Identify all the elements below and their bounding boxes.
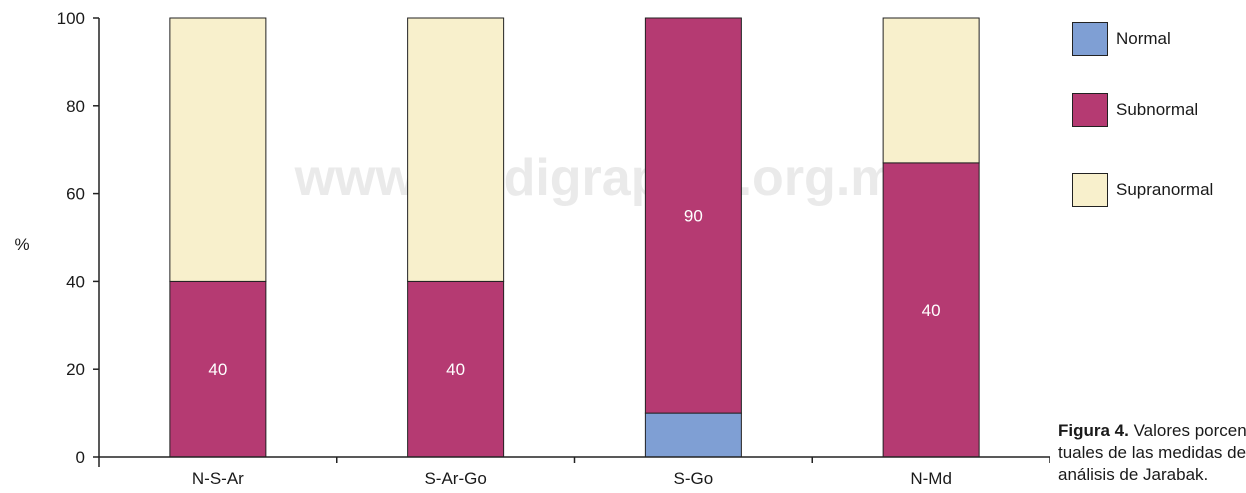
legend-swatch-subnormal: [1072, 93, 1108, 127]
x-tick-label: N-Md: [910, 469, 952, 488]
caption-line-2: tuales de las medidas del: [1058, 443, 1246, 462]
y-tick-label: 0: [76, 448, 85, 467]
legend-item-normal: Normal: [1072, 22, 1171, 56]
x-tick-label: S-Go: [674, 469, 714, 488]
bar-data-label: 40: [922, 301, 941, 320]
figure-caption: Figura 4. Valores porcen- tuales de las …: [1058, 420, 1246, 486]
bar-S-Ar-Go-subnormal: [407, 280, 505, 458]
legend-item-subnormal: Subnormal: [1072, 93, 1198, 127]
bar-data-label: 90: [684, 207, 703, 226]
caption-text-1: Valores porcen-: [1133, 421, 1246, 440]
bars-layer: 40 40 90 40: [169, 17, 980, 458]
bar-N-S-Ar-subnormal: [169, 280, 267, 458]
caption-label: Figura 4.: [1058, 421, 1129, 440]
y-tick-label: 100: [57, 9, 85, 28]
y-tick-label: 60: [66, 185, 85, 204]
legend-label-supranormal: Supranormal: [1116, 180, 1214, 199]
caption-line-1: Figura 4. Valores porcen-: [1058, 420, 1246, 442]
y-axis-title: %: [14, 235, 29, 254]
bar-N-Md-supranormal: [882, 17, 980, 164]
bar-data-label: 40: [208, 360, 227, 379]
bar-S-Go-normal: [644, 412, 742, 458]
x-tick-label: N-S-Ar: [192, 469, 244, 488]
axes-layer: N-S-Ar S-Ar-Go S-Go N-Md 0 20 40 60 80 100: [57, 9, 1050, 488]
watermark: www.medigraphic.org.mx: [294, 149, 926, 207]
bar-N-S-Ar-supranormal: [169, 17, 267, 282]
y-tick-label: 40: [66, 272, 85, 291]
bar-data-label: 40: [446, 360, 465, 379]
x-tick-label: S-Ar-Go: [424, 469, 486, 488]
legend-label-subnormal: Subnormal: [1116, 100, 1199, 119]
legend-label-normal: Normal: [1116, 29, 1171, 48]
bar-S-Go-subnormal: [644, 17, 742, 414]
stacked-bar-chart: www.medigraphic.org.mx 40 40 90 40 N-S-Ar S-…: [14, 9, 1050, 488]
bar-N-Md-subnormal: [882, 162, 980, 458]
y-tick-label: 20: [66, 360, 85, 379]
y-tick-label: 80: [66, 97, 85, 116]
bar-S-Ar-Go-supranormal: [407, 17, 505, 282]
caption-line-3: análisis de Jarabak.: [1058, 465, 1209, 484]
legend-swatch-supranormal: [1072, 173, 1108, 207]
legend-item-supranormal: Supranormal: [1072, 173, 1213, 207]
legend-swatch-normal: [1072, 22, 1108, 56]
